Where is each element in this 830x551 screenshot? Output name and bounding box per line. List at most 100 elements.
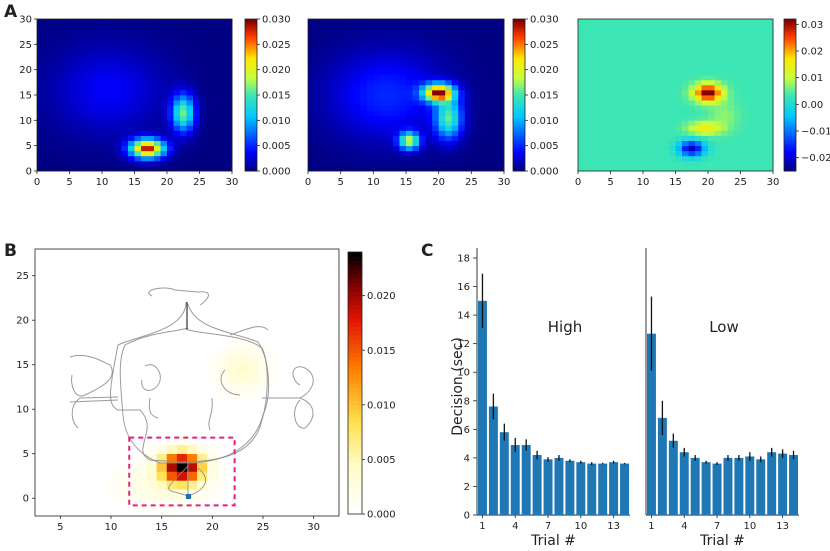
heatmap-cell (379, 135, 387, 141)
heatmap-cell (212, 110, 220, 116)
heatmap-cell (212, 130, 220, 136)
heatmap-cell (63, 79, 70, 86)
heatmap-cell (656, 165, 663, 172)
heatmap-cell (617, 54, 624, 60)
heatmap-cell (147, 140, 155, 147)
heatmap-cell (753, 44, 761, 50)
colorbar-segment (784, 79, 796, 83)
heatmap-cell (584, 145, 592, 152)
heatmap-cell (747, 165, 754, 172)
colorbar-tick-label: 0.015 (367, 346, 396, 357)
heatmap-cell (714, 150, 722, 157)
heatmap-cell (379, 59, 387, 65)
heatmap-cell (353, 59, 361, 65)
heatmap-cell (173, 84, 181, 91)
bar-low (767, 452, 777, 515)
heatmap-cell (63, 44, 70, 50)
heatmap-cell (392, 39, 400, 45)
heatmap-cell (227, 373, 238, 383)
heatmap-cell (584, 140, 592, 147)
heatmap-cell (419, 105, 426, 111)
heatmap-cell (643, 74, 650, 81)
heatmap-cell (610, 89, 618, 96)
heatmap-cell (63, 29, 70, 35)
heatmap-cell (314, 105, 322, 111)
colorbar-tick-label: 0.015 (530, 91, 559, 102)
heatmap-cell (392, 49, 400, 55)
heatmap-cell (167, 160, 174, 167)
heatmap-cell (490, 115, 498, 121)
heatmap-cell (597, 44, 605, 50)
colorbar-tick-label: −0.01 (801, 127, 830, 138)
heatmap-cell (160, 59, 168, 65)
colorbar-tick-label: 0.02 (801, 47, 823, 58)
heatmap-cell (445, 39, 453, 45)
heatmap-cell (497, 79, 505, 86)
heatmap-cell (134, 34, 142, 40)
heatmap-cell (186, 29, 194, 35)
heatmap-cell (727, 165, 735, 172)
heatmap-cell (471, 95, 479, 101)
heatmap-cell (386, 74, 394, 81)
colorbar-segment (348, 321, 362, 327)
heatmap-cell (669, 100, 676, 106)
heatmap-cell (82, 84, 90, 91)
heatmap-cell (714, 79, 722, 86)
heatmap-cell (63, 39, 70, 45)
heatmap-cell (95, 105, 103, 111)
heatmap-cell (95, 100, 103, 106)
colorbar-segment (513, 112, 525, 116)
heatmap-cell (199, 29, 207, 35)
heatmap-cell (636, 84, 644, 91)
heatmap-cell (688, 105, 696, 111)
heatmap-cell (121, 39, 129, 45)
heatmap-cell (740, 115, 748, 121)
heatmap-cell (141, 135, 148, 141)
heatmap-cell (173, 39, 181, 45)
heatmap-cell (753, 19, 761, 25)
heatmap-cell (373, 120, 381, 126)
heatmap-cell (187, 498, 198, 508)
heatmap-cell (37, 130, 44, 136)
colorbar-segment (513, 155, 525, 159)
heatmap-cell (154, 59, 161, 65)
heatmap-cell (225, 64, 233, 71)
heatmap-cell (399, 49, 407, 55)
heatmap-cell (193, 160, 200, 167)
heatmap-cell (682, 34, 689, 40)
heatmap-cell (649, 105, 657, 111)
heatmap-cell (173, 100, 181, 106)
heatmap-cell (584, 79, 592, 86)
heatmap-cell (649, 115, 657, 121)
colorbar-segment (348, 361, 362, 367)
heatmap-cell (740, 74, 748, 81)
heatmap-cell (584, 44, 592, 50)
heatmap-cell (753, 105, 761, 111)
heatmap-cell (727, 125, 735, 131)
heatmap-cell (225, 59, 233, 65)
heatmap-cell (176, 480, 188, 490)
heatmap-cell (662, 24, 670, 30)
heatmap-cell (353, 160, 361, 167)
heatmap-cell (199, 150, 207, 157)
heatmap-cell (708, 34, 715, 40)
heatmap-cell (484, 59, 492, 65)
heatmap-cell (353, 105, 361, 111)
heatmap-cell (458, 115, 466, 121)
heatmap-cell (160, 19, 168, 25)
heatmap-cell (406, 110, 413, 116)
heatmap-cell (477, 95, 485, 101)
heatmap-cell (141, 54, 148, 60)
heatmap-cell (206, 125, 213, 131)
heatmap-cell (334, 84, 342, 91)
heatmap-cell (714, 59, 722, 65)
heatmap-cell (115, 44, 122, 50)
heatmap-cell (688, 150, 696, 157)
colorbar-segment (348, 269, 362, 275)
heatmap-cell (89, 120, 96, 126)
heatmap-cell (308, 135, 315, 141)
colorbar-segment (513, 72, 525, 76)
heatmap-cell (37, 54, 44, 60)
heatmap-cell (207, 480, 218, 490)
heatmap-cell (219, 39, 226, 45)
